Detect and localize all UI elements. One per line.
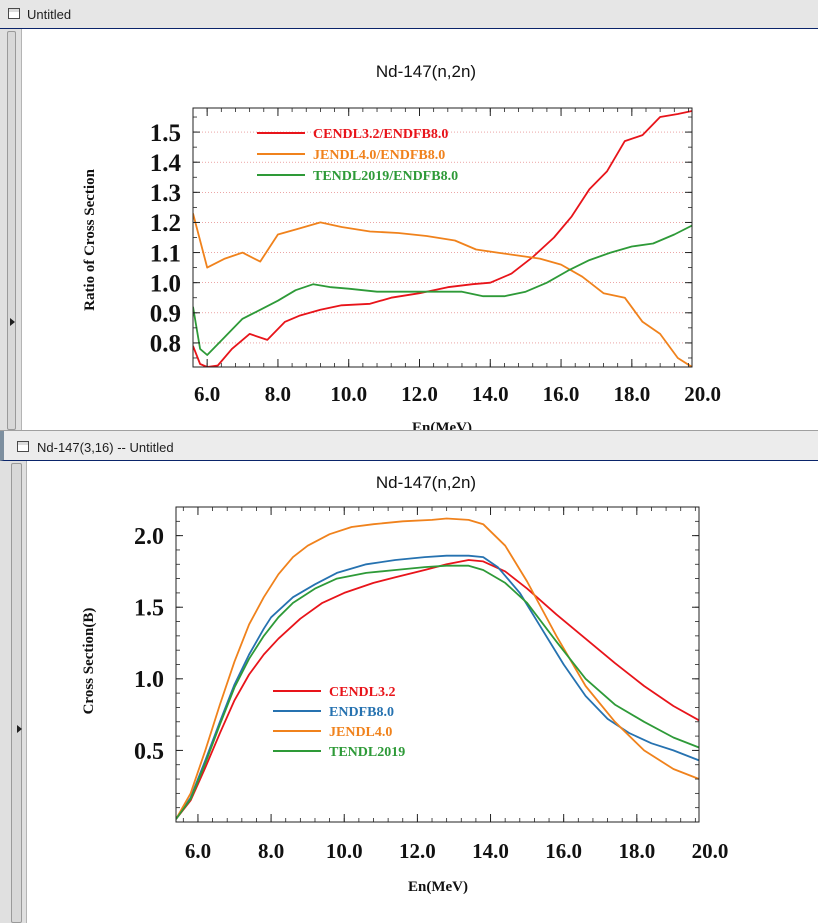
legend: CENDL3.2/ENDFB8.0 JENDL4.0/ENDFB8.0 TENDL2…	[257, 127, 458, 184]
x-tick-label: 18.0	[618, 839, 655, 863]
window-untitled: Untitled Nd-147(n,2n) 0.8 0.9 1.0 1.1 1.2 1.3…	[0, 0, 818, 430]
y-tick-label: 0.9	[150, 301, 181, 328]
window-title: Nd-147(3,16) -- Untitled	[37, 440, 174, 455]
legend-label: CENDL3.2	[329, 685, 396, 700]
plot-frame	[175, 506, 700, 823]
legend-label: TENDL2019/ENDFB8.0	[313, 169, 458, 184]
window-icon	[8, 8, 20, 19]
expand-arrow-icon[interactable]	[10, 318, 15, 326]
series-line	[193, 110, 692, 367]
y-tick-label: 1.2	[150, 210, 181, 237]
side-panel-handle[interactable]	[0, 461, 27, 923]
grid-lines	[193, 131, 692, 344]
side-panel-handle[interactable]	[0, 29, 22, 430]
series-line	[176, 559, 699, 820]
x-tick-label: 14.0	[472, 382, 509, 406]
legend: CENDL3.2 ENDFB8.0 JENDL4.0 TENDL2019	[273, 685, 405, 760]
series-lines	[176, 517, 699, 820]
x-tick-label: 6.0	[194, 382, 220, 406]
y-tick-label: 1.5	[150, 120, 181, 147]
y-tick-label: 1.0	[150, 270, 181, 297]
x-tick-label: 12.0	[401, 382, 438, 406]
y-tick-label: 0.5	[134, 739, 164, 765]
x-axis-label: En(MeV)	[412, 420, 472, 430]
axis-ticks: 0.8 0.9 1.0 1.1 1.2 1.3 1.4 1.5 6.0 8.0 10.0 12.0 14…	[150, 108, 721, 406]
x-tick-label: 12.0	[399, 839, 436, 863]
y-tick-label: 1.1	[150, 240, 181, 267]
legend-label: TENDL2019	[329, 745, 405, 760]
x-tick-label: 20.0	[684, 382, 721, 406]
expand-arrow-icon[interactable]	[17, 725, 22, 733]
side-scrollbar[interactable]	[7, 31, 16, 430]
y-tick-label: 2.0	[134, 524, 164, 550]
y-tick-label: 1.0	[134, 667, 164, 693]
x-tick-label: 10.0	[326, 839, 363, 863]
legend-label: JENDL4.0	[329, 725, 392, 740]
window-titlebar[interactable]: Untitled	[0, 0, 818, 29]
chart-title: Nd-147(n,2n)	[376, 473, 476, 492]
cross-section-chart: Nd-147(n,2n) 0.5 1.0 1.5 2.0 6.0 8.0 10.0 12.0 1…	[81, 473, 729, 895]
window-titlebar[interactable]: Nd-147(3,16) -- Untitled	[0, 431, 818, 461]
axis-ticks: 0.5 1.0 1.5 2.0 6.0 8.0 10.0 12.0 14.0 16.0 18.0 20…	[134, 506, 729, 863]
x-tick-label: 20.0	[692, 839, 729, 863]
window-icon	[17, 441, 29, 452]
series-line	[176, 564, 699, 820]
legend-label: ENDFB8.0	[329, 705, 394, 720]
series-lines	[193, 110, 692, 367]
y-tick-label: 1.5	[134, 596, 164, 622]
series-line	[176, 517, 699, 820]
chart-title: Nd-147(n,2n)	[376, 62, 476, 81]
x-tick-label: 16.0	[543, 382, 580, 406]
y-tick-label: 1.4	[150, 150, 182, 177]
x-tick-label: 18.0	[613, 382, 650, 406]
legend-label: CENDL3.2/ENDFB8.0	[313, 127, 448, 142]
y-tick-label: 0.8	[150, 331, 181, 358]
plot-frame	[192, 107, 693, 368]
series-line	[193, 213, 692, 367]
x-tick-label: 10.0	[330, 382, 367, 406]
y-tick-label: 1.3	[150, 180, 181, 207]
series-line	[193, 224, 692, 356]
series-line	[176, 554, 699, 820]
legend-label: JENDL4.0/ENDFB8.0	[313, 148, 445, 163]
window-title: Untitled	[27, 7, 72, 22]
x-tick-label: 6.0	[185, 839, 211, 863]
x-tick-label: 14.0	[472, 839, 509, 863]
y-axis-label: Ratio of Cross Section	[82, 168, 98, 310]
x-tick-label: 16.0	[545, 839, 582, 863]
x-tick-label: 8.0	[265, 382, 291, 406]
ratio-chart: Nd-147(n,2n) 0.8 0.9 1.0 1.1 1.2 1.3 1.4 1.5 6.0…	[82, 62, 721, 430]
window-nd147: Nd-147(3,16) -- Untitled Nd-147(n,2n) 0.…	[0, 430, 818, 923]
x-axis-label: En(MeV)	[408, 879, 468, 895]
y-axis-label: Cross Section(B)	[81, 608, 97, 715]
x-tick-label: 8.0	[258, 839, 284, 863]
